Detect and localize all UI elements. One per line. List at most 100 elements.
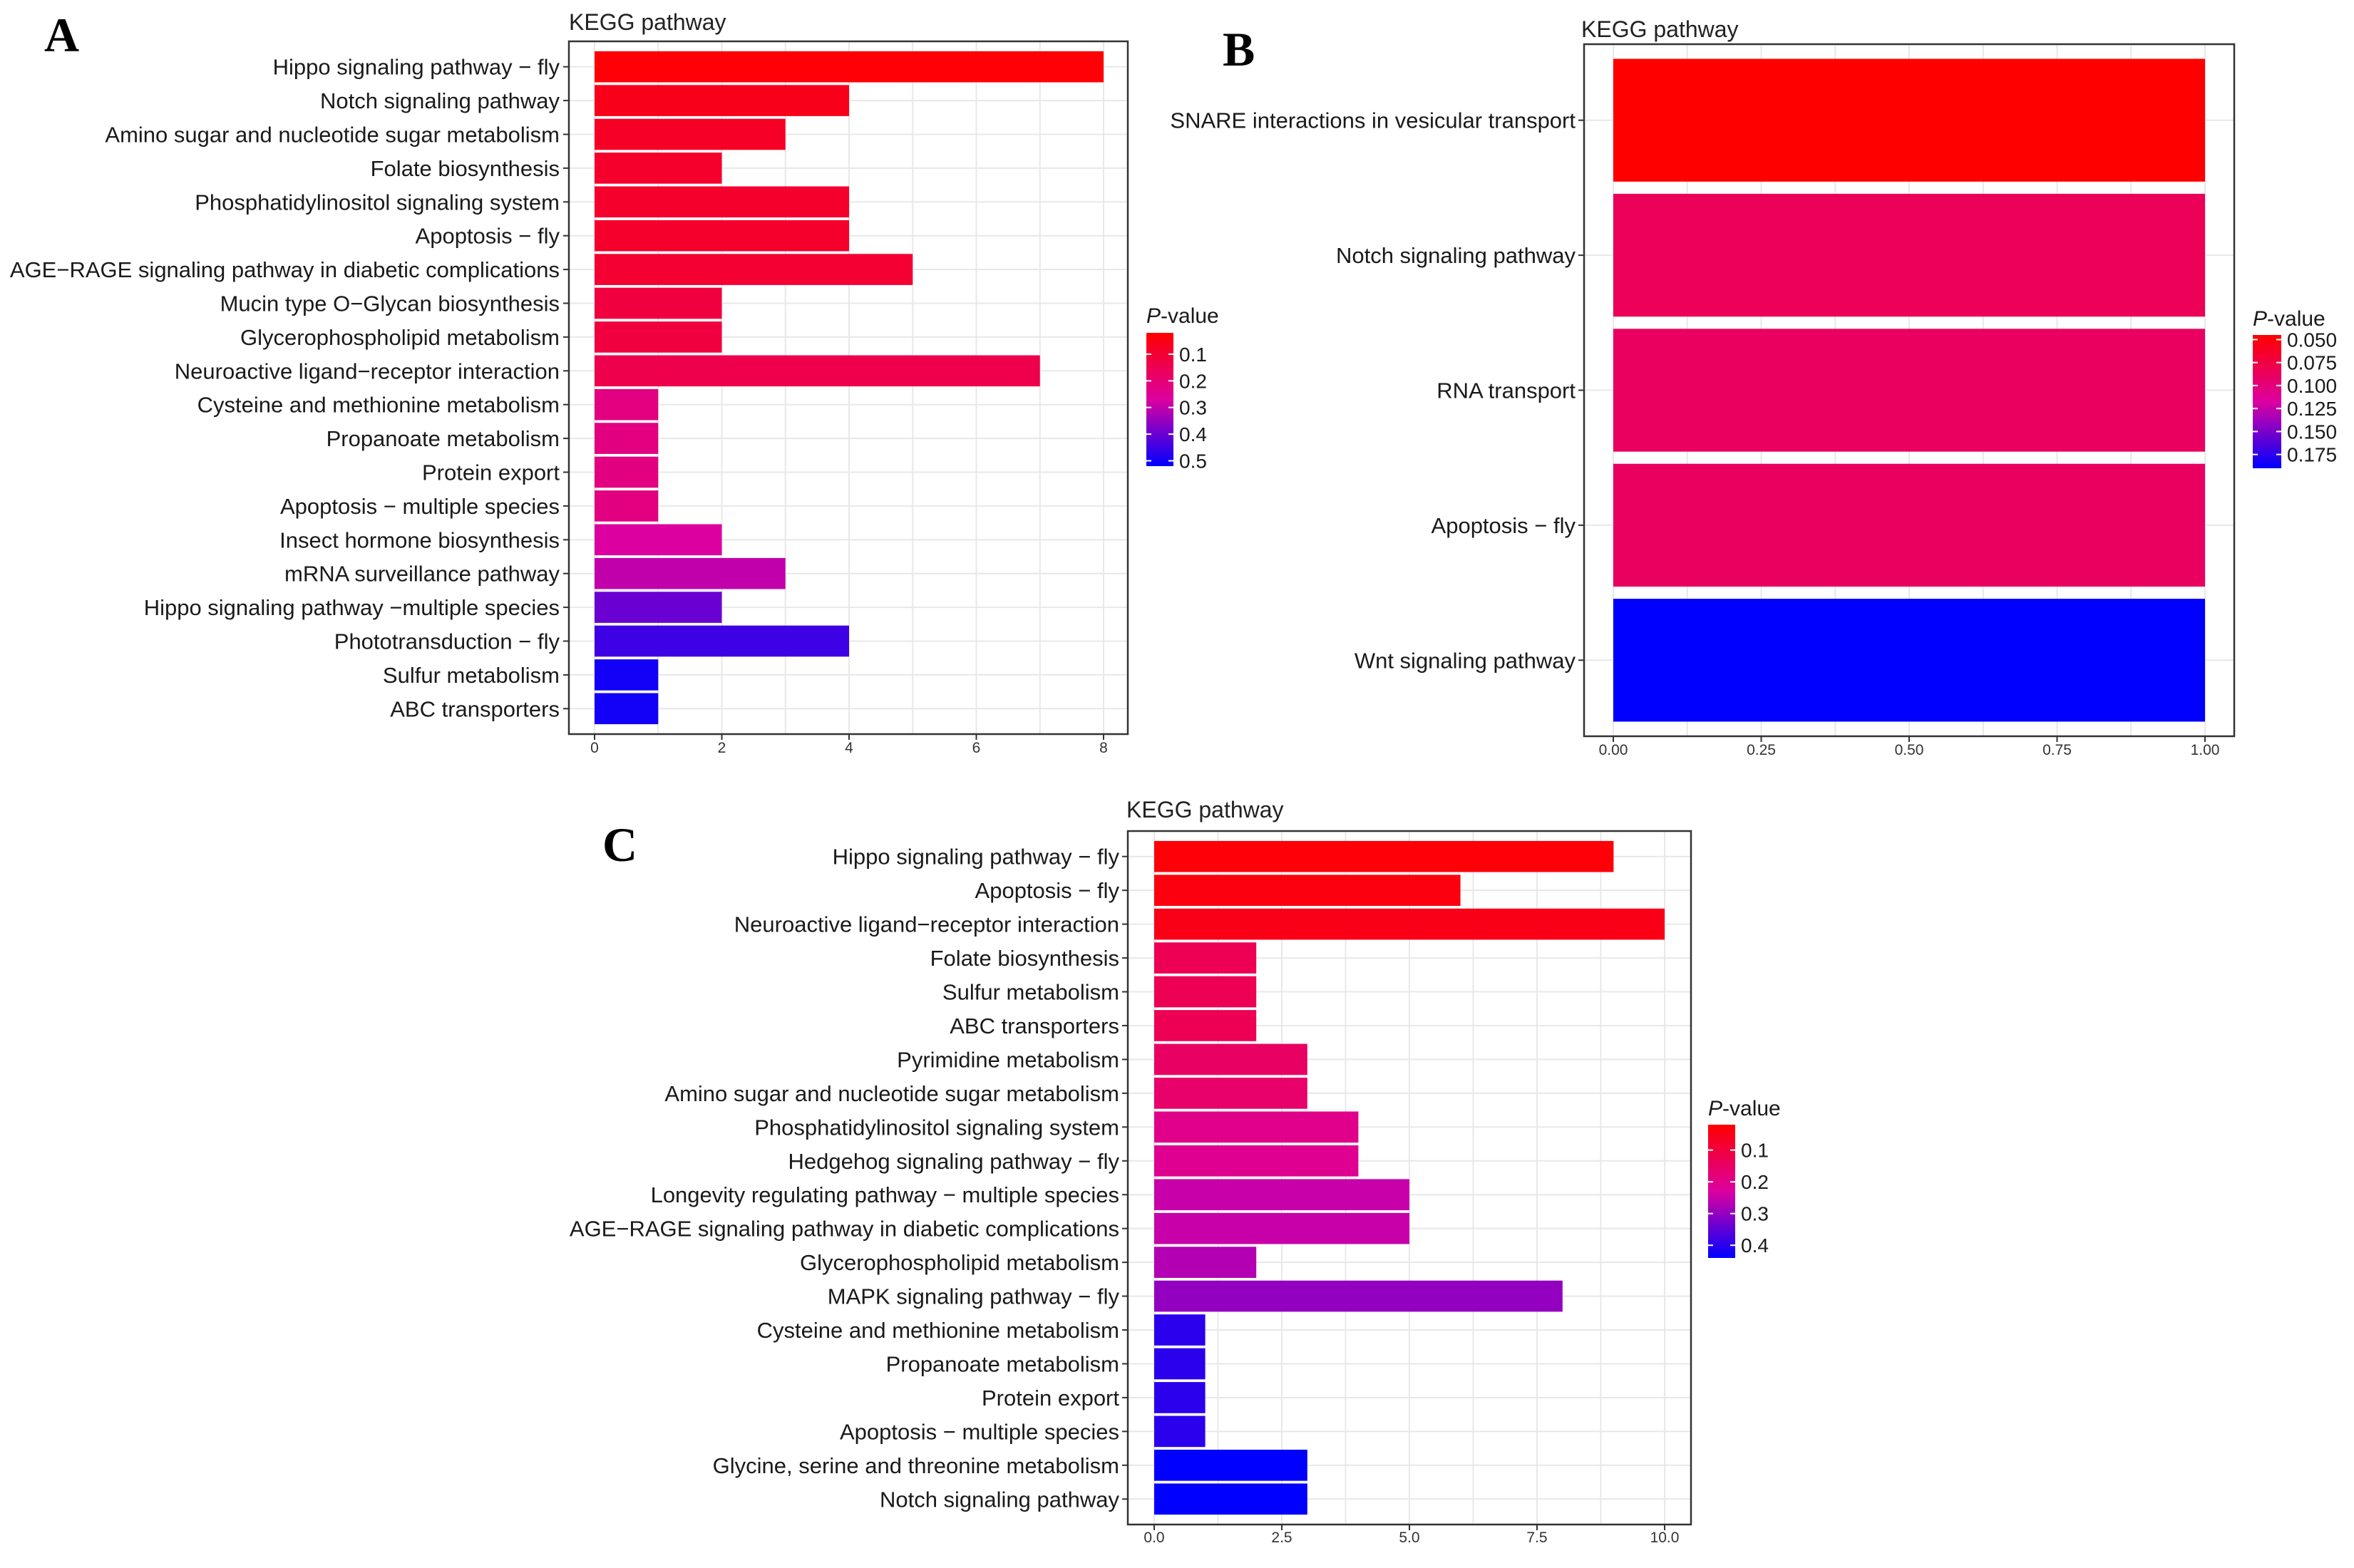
category-label-a-1: Hippo signaling pathway − fly [273, 55, 560, 80]
category-label-c-4: Folate biosynthesis [930, 946, 1119, 971]
category-label-c-12: AGE−RAGE signaling pathway in diabetic c… [570, 1217, 1119, 1242]
legend-label-a-3: 0.3 [1179, 397, 1207, 419]
bar-c-7 [1154, 1043, 1307, 1076]
legend-label-b-4: 0.125 [2287, 398, 2337, 420]
category-label-a-9: Glycerophospholipid metabolism [240, 325, 560, 350]
bar-c-5 [1154, 976, 1257, 1008]
category-label-a-8: Mucin type O−Glycan biosynthesis [220, 292, 560, 316]
legend-label-b-1: 0.050 [2287, 329, 2337, 351]
panel-a-title: KEGG pathway [569, 9, 726, 35]
x-tick-label-b-5: 1.00 [2191, 742, 2220, 758]
legend-label-c-4: 0.4 [1741, 1234, 1769, 1257]
x-tick-label-a-3: 4 [845, 740, 853, 756]
category-label-c-5: Sulfur metabolism [942, 980, 1119, 1005]
x-tick-label-a-2: 2 [718, 740, 726, 756]
x-tick-label-a-5: 8 [1099, 740, 1108, 756]
category-label-c-18: Apoptosis − multiple species [840, 1419, 1119, 1444]
bar-c-2 [1154, 875, 1461, 907]
legend-label-b-2: 0.075 [2287, 352, 2337, 374]
bar-c-12 [1154, 1212, 1409, 1244]
legend-label-b-3: 0.100 [2287, 375, 2337, 397]
bar-a-8 [595, 287, 722, 319]
bar-c-3 [1154, 908, 1665, 940]
category-label-c-20: Notch signaling pathway [880, 1487, 1120, 1512]
panel-a: A KEGG pathway Hippo signaling pathway −… [10, 8, 1219, 756]
bar-c-13 [1154, 1247, 1257, 1278]
legend-label-a-5: 0.5 [1179, 450, 1207, 473]
bar-a-5 [595, 186, 849, 218]
x-tick-label-c-4: 7.5 [1526, 1530, 1547, 1546]
category-label-a-7: AGE−RAGE signaling pathway in diabetic c… [10, 257, 560, 282]
category-label-a-3: Amino sugar and nucleotide sugar metabol… [105, 123, 560, 148]
category-label-b-5: Wnt signaling pathway [1355, 648, 1576, 673]
category-label-a-5: Phosphatidylinositol signaling system [195, 190, 560, 215]
category-label-a-18: Phototransduction − fly [334, 629, 560, 654]
bar-c-8 [1154, 1078, 1307, 1109]
panel-c-legend-title: P-value [1708, 1097, 1781, 1120]
bar-a-9 [595, 321, 722, 353]
bar-a-12 [595, 423, 659, 454]
panel-c-title: KEGG pathway [1126, 797, 1284, 822]
legend-label-a-2: 0.2 [1179, 370, 1207, 392]
bar-c-18 [1154, 1415, 1206, 1448]
bar-a-16 [595, 557, 786, 589]
bar-a-14 [595, 490, 659, 522]
bar-a-2 [595, 85, 849, 116]
bar-c-14 [1154, 1280, 1563, 1312]
panel-b-legend-title: P-value [2253, 307, 2325, 331]
bar-a-3 [595, 118, 786, 150]
bar-a-10 [595, 355, 1040, 387]
x-tick-label-b-3: 0.50 [1895, 742, 1924, 758]
category-label-c-9: Phosphatidylinositol signaling system [754, 1115, 1119, 1140]
bar-b-5 [1613, 599, 2205, 722]
bar-b-1 [1613, 58, 2205, 182]
legend-label-c-2: 0.2 [1741, 1171, 1769, 1193]
bar-a-6 [595, 220, 849, 252]
panel-a-legend: P-value 0.1 0.2 0.3 0.4 0.5 [1146, 304, 1219, 473]
category-label-a-19: Sulfur metabolism [383, 663, 560, 688]
panel-letter-c: C [602, 817, 637, 872]
panel-c-plot-frame [1126, 830, 1692, 1526]
bar-b-4 [1613, 463, 2205, 587]
category-label-a-20: ABC transporters [390, 696, 560, 721]
panel-a-legend-title: P-value [1146, 304, 1219, 328]
x-tick-label-c-2: 2.5 [1271, 1530, 1292, 1546]
category-label-a-2: Notch signaling pathway [320, 88, 560, 113]
category-label-a-16: mRNA surveillance pathway [284, 562, 560, 587]
category-label-c-1: Hippo signaling pathway − fly [833, 845, 1120, 870]
category-label-c-19: Glycine, serine and threonine metabolism [713, 1453, 1119, 1478]
bar-a-20 [595, 693, 659, 725]
bar-a-1 [595, 51, 1104, 83]
bar-c-6 [1154, 1010, 1257, 1041]
bar-a-4 [595, 153, 722, 184]
category-label-b-2: Notch signaling pathway [1336, 243, 1576, 268]
bar-a-7 [595, 254, 913, 285]
category-label-c-16: Propanoate metabolism [886, 1351, 1119, 1376]
panel-a-colorbar [1146, 333, 1173, 466]
category-label-c-7: Pyrimidine metabolism [897, 1047, 1119, 1072]
legend-label-c-3: 0.3 [1741, 1203, 1769, 1225]
legend-label-b-6: 0.175 [2287, 444, 2337, 466]
x-tick-label-c-1: 0.0 [1143, 1530, 1164, 1546]
x-tick-label-b-2: 0.25 [1747, 742, 1776, 758]
panel-b-plot-frame [1583, 43, 2236, 738]
x-tick-label-a-4: 6 [972, 740, 981, 756]
category-label-c-6: ABC transporters [950, 1013, 1119, 1038]
panel-b-title: KEGG pathway [1581, 16, 1739, 42]
bar-b-2 [1613, 193, 2205, 317]
bar-c-17 [1154, 1382, 1206, 1413]
bar-c-4 [1154, 942, 1257, 974]
bar-a-13 [595, 456, 659, 488]
category-label-a-11: Cysteine and methionine metabolism [197, 393, 560, 418]
category-label-c-17: Protein export [982, 1386, 1119, 1410]
category-label-c-10: Hedgehog signaling pathway − fly [788, 1149, 1120, 1174]
panel-b-colorbar [2253, 335, 2281, 468]
bar-c-19 [1154, 1449, 1307, 1481]
panel-a-plot-frame [567, 40, 1129, 736]
legend-label-a-4: 0.4 [1179, 423, 1207, 445]
category-label-c-14: MAPK signaling pathway − fly [828, 1284, 1120, 1309]
category-label-a-17: Hippo signaling pathway −multiple specie… [144, 595, 560, 620]
bar-c-10 [1154, 1145, 1359, 1177]
category-label-b-3: RNA transport [1436, 378, 1576, 403]
